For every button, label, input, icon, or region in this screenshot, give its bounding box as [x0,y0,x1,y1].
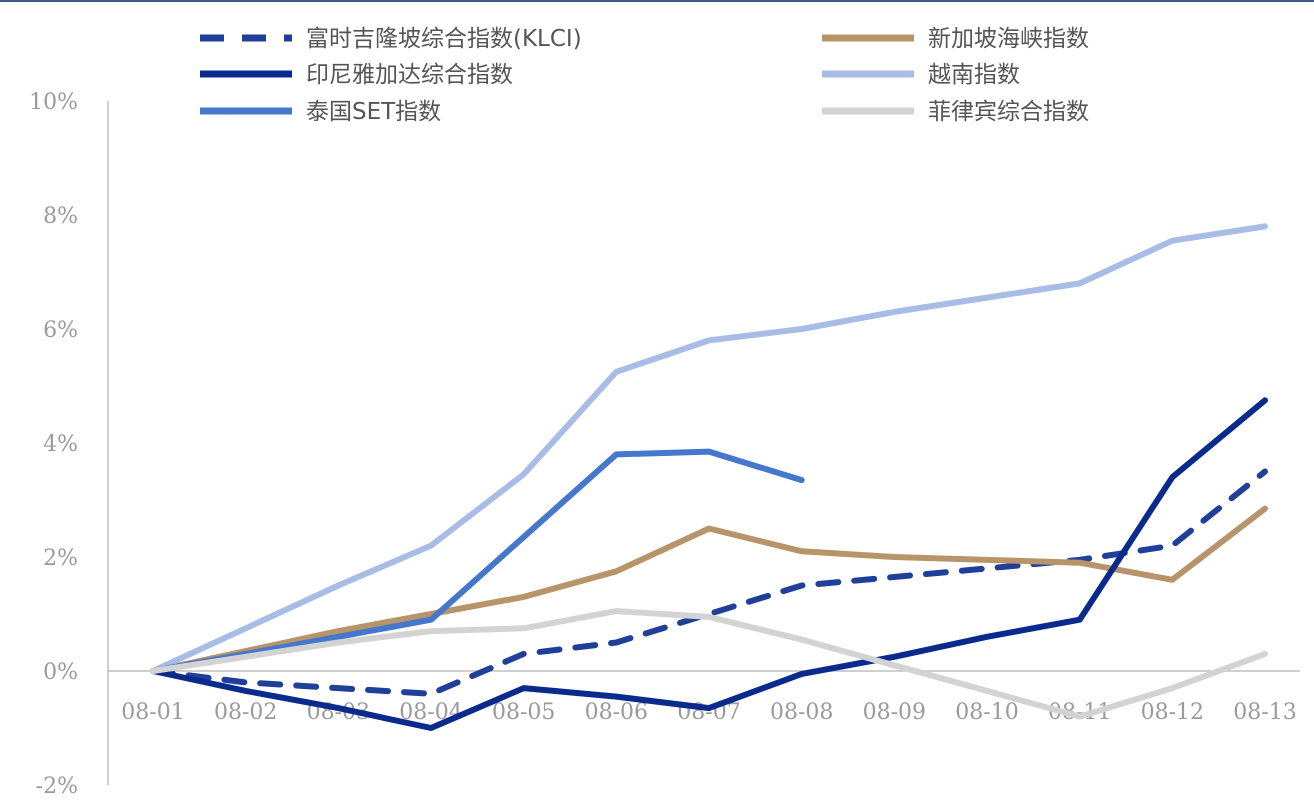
x-tick-label: 08-08 [770,700,833,725]
legend-label-0: 富时吉隆坡综合指数(KLCI) [306,26,582,52]
legend-label-2: 印尼雅加达综合指数 [306,62,513,88]
series-line-2 [150,397,1268,731]
series-lines [150,223,1268,731]
x-tick-label: 08-01 [121,700,184,725]
axes: -2%0%2%4%6%8%10%08-01 08-02 08-03 08-04 08-0… [29,90,1300,799]
x-tick-label: 08-10 [955,700,1018,725]
legend-label-3: 越南指数 [928,62,1020,88]
x-tick-label: 08-02 [214,700,277,725]
legend-label-5: 菲律宾综合指数 [928,99,1089,125]
x-tick-label: 08-09 [863,700,926,725]
y-tick-label: 4% [43,432,78,457]
legend-label-1: 新加坡海峡指数 [928,26,1089,52]
y-tick-label: 10% [29,90,78,115]
y-tick-label: -2% [36,774,78,799]
series-line-4 [150,448,805,674]
x-tick-label: 08-06 [585,700,648,725]
y-tick-label: 6% [43,318,78,343]
series-line-3 [150,223,1268,674]
y-tick-label: 8% [43,204,78,229]
y-tick-label: 0% [43,660,78,685]
legend-label-4: 泰国SET指数 [306,99,441,125]
series-line-1 [150,505,1268,674]
x-tick-label: 08-12 [1141,700,1204,725]
series-line-5 [150,608,1268,720]
series-line-0 [150,468,1268,697]
x-tick-label: 08-05 [492,700,555,725]
x-tick-label: 08-13 [1233,700,1296,725]
y-tick-label: 2% [43,546,78,571]
